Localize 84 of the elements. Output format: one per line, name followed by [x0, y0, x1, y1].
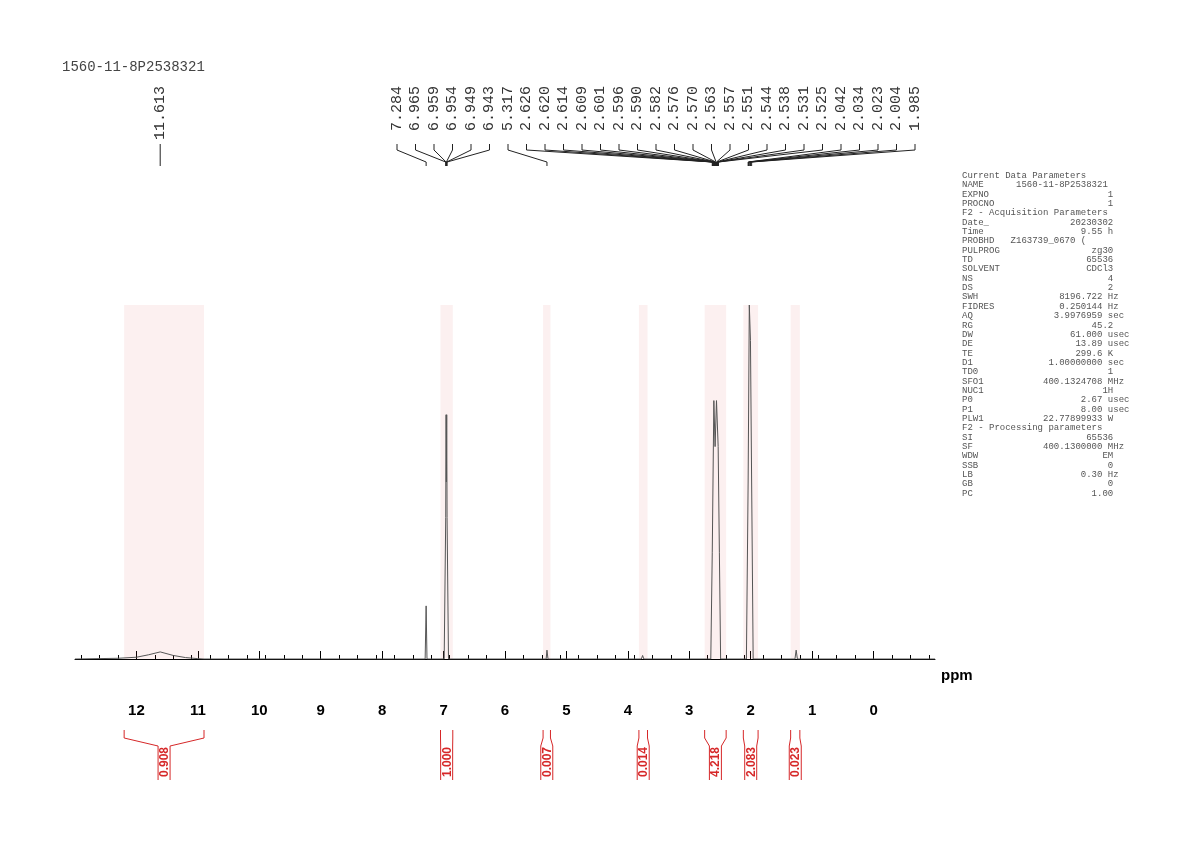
- x-tick-label: 11: [189, 701, 206, 718]
- annotation: 2.614: [555, 86, 572, 132]
- text: SWH 8196.722 Hz: [962, 292, 1119, 303]
- text: EXPNO 1: [962, 189, 1114, 200]
- text: PROBHD Z163739_0670 (: [962, 236, 1087, 247]
- text: NUC1 1H: [962, 385, 1114, 396]
- annotation: 2.557: [721, 86, 739, 132]
- x-axis-title: ppm: [941, 666, 973, 683]
- annotation: 11.613: [151, 86, 169, 141]
- text: NAME 1560-11-8P2538321: [962, 180, 1108, 191]
- annotation: 6.965: [407, 86, 424, 132]
- text: SSB 0: [962, 460, 1114, 471]
- annotation: 2.525: [814, 86, 831, 132]
- text: FIDRES 0.250144 Hz: [962, 301, 1119, 312]
- text: Date_ 20230302: [962, 217, 1114, 228]
- annotation: 6.943: [481, 86, 498, 132]
- annotation: 2.620: [536, 86, 554, 132]
- x-tick-label: 4: [623, 701, 633, 718]
- x-tick-label: 5: [562, 701, 571, 718]
- annotation: 2.538: [777, 86, 794, 132]
- annotation: 2.042: [832, 86, 850, 132]
- x-tick-label: 3: [685, 701, 694, 718]
- text: WDW EM: [962, 451, 1114, 462]
- band-label: 1.000: [439, 746, 454, 778]
- text: P0 2.67 usec: [962, 395, 1130, 406]
- text: D1 1.00000000 sec: [962, 357, 1125, 368]
- text: SFO1 400.1324708 MHz: [962, 376, 1125, 387]
- x-tick-label: 6: [500, 701, 510, 718]
- text: Current Data Parameters: [962, 171, 1087, 181]
- annotation: 2.023: [869, 86, 887, 132]
- text: TE 299.6 K: [962, 348, 1114, 359]
- band-label: 0.908: [157, 746, 172, 778]
- annotation: 5.317: [499, 86, 517, 132]
- annotation: 2.551: [740, 86, 757, 132]
- annotation: 2.590: [629, 86, 646, 132]
- annotation: 2.576: [666, 86, 683, 132]
- band-label: 0.007: [539, 746, 554, 778]
- text: DS 2: [962, 283, 1114, 294]
- text: SI 65536: [962, 432, 1114, 443]
- x-tick-label: 1: [807, 701, 817, 718]
- chart-title: 1560-11-8P2538321: [62, 59, 205, 75]
- x-tick-label: 2: [746, 701, 755, 718]
- x-tick-label: 0: [869, 701, 878, 718]
- text: SF 400.1300000 MHz: [962, 441, 1125, 452]
- annotation: 7.284: [388, 86, 406, 132]
- text: AQ 3.9976959 sec: [962, 311, 1125, 322]
- band-label: 2.083: [743, 746, 758, 778]
- x-tick-label: 8: [377, 701, 387, 718]
- x-tick-label: 9: [316, 701, 325, 718]
- text: GB 0: [962, 479, 1114, 490]
- text: P1 8.00 usec: [962, 404, 1130, 415]
- annotation: 2.596: [610, 86, 628, 132]
- annotation: 2.582: [647, 86, 665, 132]
- text: NS 4: [962, 273, 1114, 284]
- text: TD0 1: [962, 367, 1114, 378]
- text: SOLVENT CDCl3: [962, 264, 1114, 275]
- annotation: 2.004: [888, 86, 905, 132]
- text: RG 45.2: [962, 320, 1114, 331]
- annotation: 2.601: [592, 86, 609, 132]
- text: DW 61.000 usec: [962, 329, 1130, 340]
- band-label: 0.014: [636, 746, 651, 778]
- text: F2 - Acquisition Parameters: [962, 208, 1108, 219]
- x-tick-label: 12: [128, 701, 145, 718]
- annotation: 2.626: [518, 86, 535, 132]
- annotation: 2.609: [573, 86, 591, 132]
- text: PULPROG zg30: [962, 245, 1114, 256]
- annotation: 2.563: [703, 86, 720, 132]
- text: DE 13.89 usec: [962, 339, 1130, 350]
- annotation: 2.544: [758, 86, 776, 132]
- band-label: 0.023: [788, 746, 803, 778]
- text: F2 - Processing parameters: [962, 423, 1103, 434]
- annotation: 6.954: [444, 86, 461, 132]
- x-tick-label: 10: [250, 701, 268, 718]
- x-tick-label: 7: [439, 701, 448, 718]
- band-label: 4.218: [708, 746, 723, 778]
- annotation: 1.985: [906, 86, 924, 132]
- text: PLW1 22.77899933 W: [962, 413, 1114, 424]
- annotation: 2.531: [795, 86, 813, 132]
- annotation: 6.949: [462, 86, 480, 132]
- annotation: 2.034: [851, 86, 868, 132]
- annotation: 2.570: [684, 86, 702, 132]
- text: LB 0.30 Hz: [962, 470, 1119, 480]
- text: PC 1.00: [962, 488, 1114, 499]
- annotation: 6.959: [425, 86, 443, 132]
